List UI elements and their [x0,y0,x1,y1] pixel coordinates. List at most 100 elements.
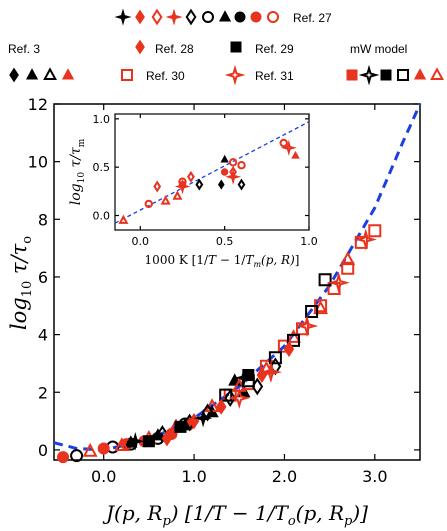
main-point-diamond-open [156,425,169,444]
main-y-axis-label: log10 τ/τo [7,236,35,330]
inset-point-circle-filled [178,180,187,189]
inset-plot-frame [114,113,310,231]
legend-mw-model-marker [380,69,392,81]
legend-mw-model-marker [397,69,409,81]
main-x-tick-label: 0.0 [91,467,116,486]
inset-point-diamond-filled [218,179,225,190]
main-y-tick-label: 8 [38,210,48,229]
inset-y-tick-label: 0.0 [93,210,111,223]
legend-ref28-marker [135,39,145,55]
legend-ref27-marker [151,8,163,26]
inset-x-axis-label: 1000 K [1/T − 1/Tm(p, R)] [145,253,300,269]
inset-point-circle-open [228,158,238,167]
inset-point-circle-filled [220,168,229,176]
main-point-diamond-filled [161,430,173,447]
legend-ref31-marker [224,64,246,86]
legend-ref27-marker [185,8,197,26]
main-point-circle-filled [57,451,70,464]
legend-ref3-label: Ref. 3 [8,42,40,56]
main-y-tick-label: 10 [28,153,48,172]
main-point-diamond-open [224,389,237,408]
main-point-circle-filled [97,442,110,455]
inset-point-circle-open [279,138,288,148]
legend-ref29-label: Ref. 29 [255,42,294,56]
inset-x-tick-label: 1.0 [300,235,318,248]
inset-x-tick-label: 0.5 [216,235,234,248]
main-y-tick-label: 4 [38,326,48,345]
inset-y-tick-label: 0.5 [93,161,111,174]
main-x-axis-label: J(p, Rp) [1/T − 1/To(p, Rp)] [102,501,368,529]
inset-point-circle-open [237,161,246,170]
main-point-circle-open [70,449,84,463]
main-plot: 0.0 1.0 2.0 3.0 0 2 4 6 8 10 12 [28,95,422,486]
main-y-tick-label: 2 [38,383,48,402]
main-point-triangle-open [340,251,356,266]
legend-ref27-marker [202,11,214,23]
legend-ref3-marker [9,67,19,83]
main-point-square-filled [174,420,187,433]
main-point-cross-filled [234,368,254,388]
inset-point-diamond-open [237,178,246,191]
legend-mw-model-marker [413,68,427,80]
legend-ref27-marker [267,11,279,23]
main-point-diamond-open [201,403,214,422]
inset-point-star4-open [225,168,242,185]
main-y-tick-label: 0 [38,441,48,460]
inset-point-triangle-open [172,190,183,200]
main-point-square-open [354,235,368,249]
main-point-square-open [368,224,382,238]
legend-ref28-label: Ref. 28 [155,42,194,56]
inset-point-diamond-open [153,180,162,193]
main-point-square-open [259,359,273,373]
legend-ref27-marker [234,11,246,23]
legend-mw-model-label: mW model [350,42,407,56]
main-point-square-open [219,388,233,402]
legend-ref27-label: Ref. 27 [293,11,332,25]
main-point-square-open [287,333,300,347]
inset-point-diamond-open [187,170,195,183]
legend-ref27-marker [135,9,145,25]
main-point-square-filled [142,435,155,448]
inset-plot-background [115,114,309,230]
legend-ref29-marker [230,41,242,53]
main-point-star4-open [327,271,350,294]
main-point-star4-open [259,361,282,384]
main-point-star4-open [354,228,377,251]
inset-point-triangle-open [160,195,171,205]
main-point-square-open [314,299,328,313]
legend-mw-model-marker [346,69,358,81]
inset-point-star4-open [280,139,297,156]
legend-ref31-label: Ref. 31 [255,69,294,83]
main-point-star4-open [295,314,319,338]
legend-ref27-marker [250,11,262,23]
main-point-diamond-filled [215,398,227,415]
main-point-square-open [268,351,282,365]
legend-ref27-marker [218,10,232,22]
main-point-square-open [296,322,309,336]
legend-mw-model-marker [430,67,444,80]
inset-y-tick-label: 1.0 [93,113,111,126]
main-point-triangle-open [286,329,301,343]
main-y-tick-label: 12 [28,95,48,114]
inset-point-triangle-open [118,214,129,224]
main-x-tick-label: 2.0 [272,467,297,486]
legend-ref27-marker [114,8,132,26]
main-point-cross-filled [126,431,145,451]
main-point-square-open [341,261,355,275]
main-plot-frame [53,103,421,461]
inset-point-circle-open [144,199,153,209]
legend-ref30-marker [121,69,133,81]
main-point-diamond-filled [283,340,295,358]
main-point-cross-filled [193,408,213,428]
main-point-diamond-open [251,377,264,396]
legend-ref3-marker [43,67,57,80]
legend-ref27-marker [165,8,183,26]
main-x-tick-label: 3.0 [362,467,387,486]
inset-plot: 0.0 0.5 1.0 0.0 0.5 1.0 [93,113,318,248]
main-point-square-open [318,273,332,287]
main-point-square-open [327,282,341,295]
inset-point-triangle-filled [291,150,300,159]
inset-point-diamond-open [195,178,204,191]
legend: Ref. 27 Ref. 3 Ref. 28 Ref. 29 mW model … [8,8,444,86]
